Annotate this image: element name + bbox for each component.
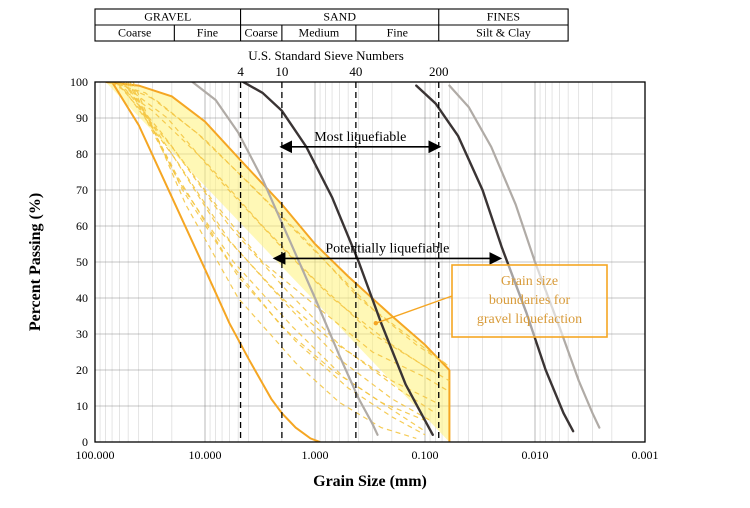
y-tick-label: 0 bbox=[82, 435, 88, 449]
class-cell: GRAVEL bbox=[144, 10, 191, 24]
sieve-title: U.S. Standard Sieve Numbers bbox=[248, 48, 404, 63]
class-cell: Coarse bbox=[245, 26, 278, 40]
class-cell: Medium bbox=[299, 26, 340, 40]
range-label: Potentially liquefiable bbox=[325, 241, 449, 256]
y-tick-label: 70 bbox=[76, 183, 88, 197]
y-tick-label: 60 bbox=[76, 219, 88, 233]
callout-text: Grain size bbox=[501, 274, 558, 289]
y-tick-label: 40 bbox=[76, 291, 88, 305]
y-tick-label: 50 bbox=[76, 255, 88, 269]
x-tick-label: 0.100 bbox=[412, 448, 439, 462]
x-tick-label: 0.010 bbox=[522, 448, 549, 462]
x-tick-label: 10.000 bbox=[189, 448, 222, 462]
classification-table: GRAVEL SAND FINES Coarse Fine Coarse Medium Fin… bbox=[95, 9, 568, 41]
y-tick-label: 20 bbox=[76, 363, 88, 377]
range-label: Most liquefiable bbox=[314, 130, 406, 145]
class-cell: Silt & Clay bbox=[476, 26, 531, 40]
class-cell: FINES bbox=[487, 10, 520, 24]
sieve-number: 40 bbox=[349, 64, 362, 79]
y-tick-label: 10 bbox=[76, 399, 88, 413]
class-cell: SAND bbox=[323, 10, 356, 24]
callout-text: boundaries for bbox=[489, 293, 571, 308]
y-tick-label: 100 bbox=[70, 75, 88, 89]
y-axis-label: Percent Passing (%) bbox=[27, 193, 44, 331]
x-tick-label: 0.001 bbox=[632, 448, 659, 462]
x-tick-label: 100.000 bbox=[76, 448, 115, 462]
sieve-number: 10 bbox=[275, 64, 288, 79]
y-tick-label: 90 bbox=[76, 111, 88, 125]
callout-text: gravel liquefaction bbox=[477, 312, 582, 327]
x-axis-label: Grain Size (mm) bbox=[313, 473, 427, 490]
sieve-number: 4 bbox=[237, 64, 244, 79]
y-tick-label: 30 bbox=[76, 327, 88, 341]
pot-right-gray bbox=[449, 86, 599, 428]
class-cell: Fine bbox=[197, 26, 218, 40]
class-cell: Fine bbox=[387, 26, 408, 40]
x-tick-label: 1.000 bbox=[302, 448, 329, 462]
grain-size-chart: 100.000 10.000 1.000 0.100 0.010 0.001 0 10 20 30… bbox=[0, 0, 750, 508]
chart-svg: 100.000 10.000 1.000 0.100 0.010 0.001 0 10 20 30… bbox=[0, 0, 750, 508]
y-tick-label: 80 bbox=[76, 147, 88, 161]
sieve-number: 200 bbox=[429, 64, 449, 79]
callout: Grain size boundaries for gravel liquefact… bbox=[374, 265, 607, 337]
class-cell: Coarse bbox=[118, 26, 151, 40]
